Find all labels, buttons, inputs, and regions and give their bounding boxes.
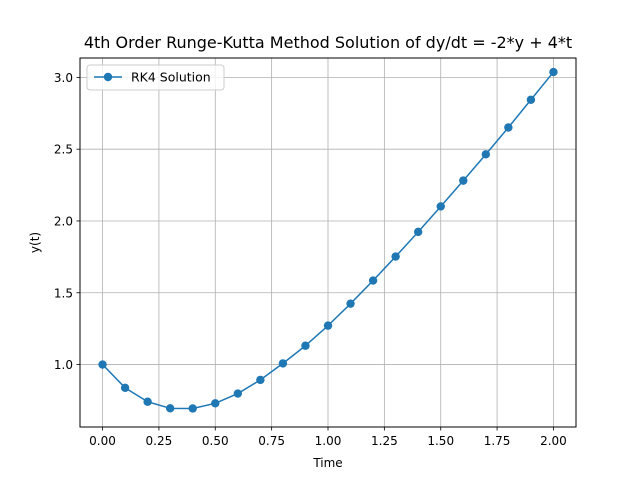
x-tick-label: 0.50 [202,434,229,448]
x-tick-label: 1.00 [315,434,342,448]
data-point [436,202,445,211]
data-point [233,389,243,398]
grid [80,58,576,427]
y-tick-label: 2.5 [54,143,73,157]
data-point [98,360,107,369]
data-point [526,95,536,104]
data-point [211,399,220,408]
x-tick-label: 1.75 [484,434,511,448]
legend: RK4 Solution [86,64,225,91]
data-point [391,252,400,261]
y-tick-label: 1.0 [54,358,73,372]
chart-title: 4th Order Runge-Kutta Method Solution of… [84,33,572,52]
legend-box [86,64,225,91]
x-tick-label: 0.25 [146,434,173,448]
data-point [143,397,152,406]
data-point [323,321,333,330]
x-tick-label: 1.25 [371,434,398,448]
y-tick-label: 1.5 [54,286,73,300]
x-tick-label: 2.00 [540,434,567,448]
y-tick-label: 2.0 [54,214,73,228]
data-point [256,375,265,385]
x-tick-label: 0.75 [258,434,285,448]
data-point [165,404,175,413]
ticks: 0.00 0.25 0.50 0.75 1.00 1.25 1.50 1.75 2.00 1.0 1… [54,71,567,448]
series-layer [98,67,558,413]
x-axis-label: Time [312,456,342,470]
y-tick-label: 3.0 [54,71,73,85]
data-point [413,227,423,237]
y-axis-label: y(t) [28,232,42,253]
data-point [549,67,558,77]
data-point [346,299,355,308]
data-point [188,404,197,413]
x-tick-label: 1.50 [427,434,454,448]
x-tick-label: 0.00 [89,434,116,448]
data-point [504,123,513,132]
data-point [120,383,130,393]
legend-marker-swatch [103,72,113,82]
legend-entry-label: RK4 Solution [131,70,211,85]
data-point [278,359,288,368]
data-point [481,150,491,159]
data-point [301,341,310,350]
data-point [459,176,468,185]
data-point [368,276,378,285]
